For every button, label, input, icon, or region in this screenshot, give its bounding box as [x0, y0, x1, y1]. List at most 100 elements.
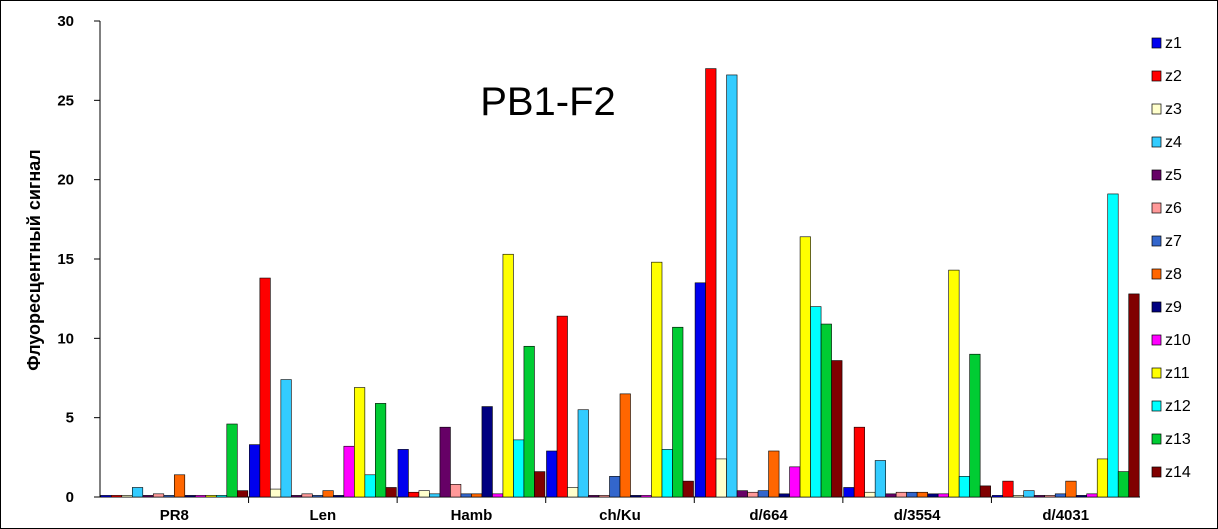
- legend-label-z12: z12: [1165, 398, 1191, 415]
- bar-z8-pr8: [173, 474, 186, 498]
- bar-z9-d664: [778, 493, 790, 498]
- y-tick-label: 0: [66, 489, 74, 506]
- bar-z10-hamb: [492, 493, 504, 498]
- bar-z13-pr8: [226, 423, 238, 498]
- legend-swatch-z11: [1151, 367, 1162, 379]
- bar-z3-d664: [715, 458, 727, 498]
- bar-z12-d4031: [1107, 193, 1119, 498]
- bar-z14-d664: [831, 360, 843, 498]
- bar-z7-d3554: [906, 491, 918, 498]
- bar-z6-chku: [598, 495, 610, 498]
- y-tick-label: 25: [57, 92, 74, 109]
- legend-label-z11: z11: [1165, 365, 1190, 382]
- bar-z10-d664: [789, 466, 801, 498]
- legend-label-z4: z4: [1165, 134, 1182, 151]
- bar-z13-d4031: [1117, 471, 1130, 498]
- legend-label-z2: z2: [1165, 68, 1182, 85]
- bar-z4-chku: [577, 409, 589, 498]
- bar-z14-d4031: [1128, 293, 1140, 498]
- bar-z5-d4031: [1033, 495, 1046, 498]
- bar-z7-len: [312, 495, 324, 498]
- bar-z5-d664: [736, 490, 748, 498]
- x-tick-label: Len: [310, 507, 337, 524]
- legend-swatch-z8: [1151, 268, 1162, 280]
- legend-label-z6: z6: [1165, 200, 1182, 217]
- bar-z5-len: [291, 495, 303, 498]
- x-tick-label: Hamb: [451, 507, 493, 524]
- bar-z11-d3554: [948, 269, 960, 498]
- bar-z13-d3554: [969, 353, 981, 498]
- bar-z4-len: [280, 379, 292, 498]
- bar-z11-d664: [799, 236, 811, 498]
- bar-z11-pr8: [205, 495, 217, 498]
- legend-label-z9: z9: [1165, 299, 1182, 316]
- bar-z11-len: [354, 387, 366, 498]
- bar-z6-pr8: [152, 493, 165, 498]
- bar-z8-d4031: [1065, 480, 1077, 498]
- x-tick-label: d/3554: [894, 507, 941, 524]
- bar-z4-d4031: [1023, 490, 1035, 498]
- bar-z14-hamb: [534, 471, 546, 498]
- legend-swatch-z1: [1151, 37, 1162, 49]
- x-tick-label: ch/Ku: [599, 507, 641, 524]
- bar-z3-hamb: [418, 490, 430, 498]
- bar-z12-len: [364, 474, 376, 498]
- bar-z10-len: [343, 445, 355, 498]
- legend-label-z1: z1: [1165, 35, 1182, 52]
- bar-z2-chku: [556, 315, 568, 498]
- bar-z10-pr8: [194, 495, 207, 498]
- bar-z1-chku: [546, 450, 558, 498]
- y-tick-label: 20: [57, 172, 74, 189]
- legend-swatch-z10: [1151, 334, 1162, 346]
- bar-z4-d664: [726, 74, 738, 498]
- bar-z14-pr8: [236, 490, 249, 498]
- bar-z1-d3554: [843, 487, 855, 498]
- legend-swatch-z3: [1151, 103, 1162, 115]
- bar-z13-chku: [672, 326, 684, 498]
- x-tick-label: d/664: [749, 507, 788, 524]
- bar-z6-len: [301, 493, 313, 498]
- bar-z10-chku: [640, 495, 652, 498]
- legend-label-z5: z5: [1165, 167, 1182, 184]
- bar-z6-d4031: [1044, 495, 1056, 498]
- legend-label-z10: z10: [1165, 332, 1191, 349]
- x-tick-label: d/4031: [1042, 507, 1089, 524]
- bar-z13-hamb: [523, 345, 535, 498]
- bar-z7-pr8: [163, 495, 175, 498]
- bar-z11-hamb: [502, 253, 514, 498]
- bar-z11-d4031: [1096, 458, 1109, 498]
- bar-z2-hamb: [408, 491, 420, 498]
- bar-z10-d4031: [1086, 493, 1098, 498]
- bar-z13-len: [375, 403, 387, 498]
- bar-z9-hamb: [481, 406, 493, 498]
- bar-z5-chku: [588, 495, 600, 498]
- bar-z5-d3554: [885, 493, 897, 498]
- bar-z7-d664: [757, 490, 769, 498]
- bar-z3-d4031: [1012, 495, 1025, 498]
- bar-z1-hamb: [397, 449, 409, 498]
- bar-z9-d4031: [1075, 495, 1088, 498]
- bar-z8-len: [322, 490, 334, 498]
- bar-z6-d3554: [895, 491, 907, 498]
- bar-z4-d3554: [874, 460, 886, 498]
- bar-z7-chku: [609, 476, 621, 498]
- bar-z11-chku: [651, 261, 663, 498]
- bar-z3-d3554: [864, 491, 876, 498]
- bar-z8-d3554: [916, 491, 928, 498]
- bar-z2-len: [259, 277, 271, 498]
- bar-z5-hamb: [439, 426, 451, 498]
- bar-z12-d3554: [958, 476, 970, 498]
- legend-swatch-z14: [1151, 466, 1162, 478]
- legend-label-z7: z7: [1165, 233, 1182, 250]
- legend-swatch-z13: [1151, 433, 1162, 445]
- bar-z7-d4031: [1054, 493, 1067, 498]
- chart-title: PB1-F2: [480, 80, 616, 124]
- legend-label-z3: z3: [1165, 101, 1182, 118]
- legend-swatch-z4: [1151, 136, 1162, 148]
- legend-label-z8: z8: [1165, 266, 1182, 283]
- bar-z5-pr8: [142, 495, 154, 498]
- bar-z6-hamb: [450, 484, 462, 498]
- bar-z14-chku: [682, 480, 694, 498]
- bar-z2-d4031: [1002, 480, 1014, 498]
